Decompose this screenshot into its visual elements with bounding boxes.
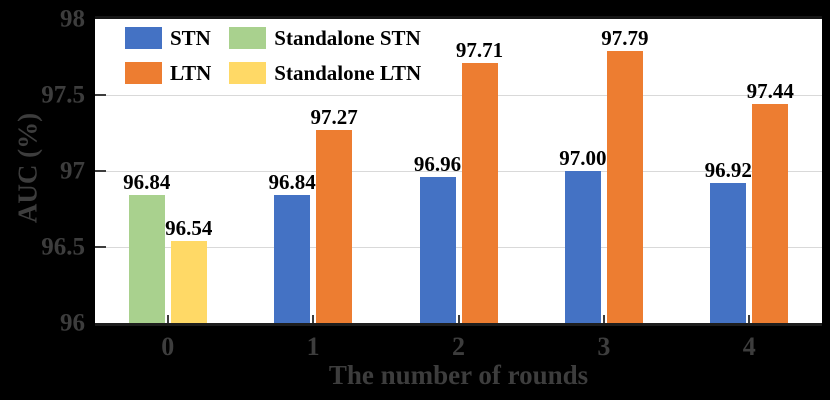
bar-value-label-standalone-ltn-round-0: 96.54 <box>165 215 213 240</box>
x-tick-label-2: 2 <box>452 332 465 361</box>
bar-group-round-0: 96.84 96.54 <box>123 172 212 323</box>
bar-group-round-2: 96.96 97.71 <box>414 40 503 323</box>
x-tick-0 <box>166 315 169 323</box>
y-tick-96.5 <box>95 246 106 248</box>
legend-item-stn: STN <box>125 27 211 49</box>
y-tick-label-97: 97 <box>60 157 85 185</box>
bar-ltn-round-3: 97.79 <box>601 27 649 323</box>
bar-standalone-ltn-round-0: 96.54 <box>165 217 212 323</box>
plot-area: 96.84 96.54 96.84 97.27 96.96 97.71 97.00 97.79… <box>95 16 822 326</box>
legend-swatch-standalone-ltn <box>229 62 267 84</box>
legend-item-standalone-ltn: Standalone LTN <box>229 62 421 84</box>
bar-value-label-ltn-round-4: 97.44 <box>746 79 794 104</box>
x-tick-4 <box>748 315 751 323</box>
y-axis-title: AUC (%) <box>12 112 43 224</box>
legend-item-standalone-stn: Standalone STN <box>229 27 421 49</box>
y-tick-label-96.5: 96.5 <box>41 233 85 261</box>
bar-value-label-stn-round-1: 96.84 <box>268 170 316 195</box>
y-tick-97 <box>95 170 106 172</box>
bar-value-label-standalone-stn-round-0: 96.84 <box>123 170 171 195</box>
gridline-97 <box>95 171 822 172</box>
y-tick-label-98: 98 <box>60 5 85 33</box>
x-tick-2 <box>457 315 460 323</box>
x-tick-label-1: 1 <box>306 332 320 361</box>
bar-value-label-ltn-round-3: 97.79 <box>601 25 649 50</box>
x-tick-label-4: 4 <box>742 332 756 361</box>
bar-stn-round-3: 97.00 <box>559 148 607 323</box>
bar-value-label-ltn-round-2: 97.71 <box>455 38 504 63</box>
x-tick-1 <box>312 315 315 323</box>
bar-ltn-round-4: 97.44 <box>747 81 794 323</box>
bar-value-label-stn-round-3: 97.00 <box>559 146 607 170</box>
bar-value-label-stn-round-2: 96.96 <box>413 152 462 177</box>
legend-item-ltn: LTN <box>125 62 211 84</box>
x-tick-label-0: 0 <box>161 332 175 361</box>
y-tick-label-97.5: 97.5 <box>41 81 85 109</box>
x-tick-label-3: 3 <box>597 332 611 361</box>
legend: STN LTN Standalone STN Standalone LTN <box>125 27 421 84</box>
legend-label-standalone-ltn: Standalone LTN <box>274 60 422 85</box>
legend-label-ltn: LTN <box>170 60 212 85</box>
legend-label-stn: STN <box>170 25 211 50</box>
gridline-96.5 <box>95 247 822 248</box>
bar-stn-round-4: 96.92 <box>705 160 752 323</box>
bar-value-label-stn-round-4: 96.92 <box>704 158 752 183</box>
bar-group-round-3: 97.00 97.79 <box>559 27 649 323</box>
x-tick-3 <box>602 315 605 323</box>
legend-swatch-stn <box>125 27 162 49</box>
bar-ltn-round-1: 97.27 <box>310 107 358 323</box>
legend-label-standalone-stn: Standalone STN <box>274 25 421 50</box>
bar-group-round-1: 96.84 97.27 <box>268 107 358 323</box>
x-axis-title: The number of rounds <box>328 360 589 390</box>
bar-stn-round-1: 96.84 <box>268 172 316 323</box>
y-tick-97.5 <box>95 94 106 96</box>
bar-standalone-stn-round-0: 96.84 <box>123 172 170 323</box>
bar-value-label-ltn-round-1: 97.27 <box>310 105 358 129</box>
y-tick-label-96: 96 <box>60 309 85 337</box>
bar-group-round-4: 96.92 97.44 <box>705 81 794 323</box>
bar-ltn-round-2: 97.71 <box>456 40 503 323</box>
gridline-97.5 <box>95 95 822 96</box>
legend-swatch-ltn <box>125 62 162 84</box>
bar-stn-round-2: 96.96 <box>414 154 461 323</box>
legend-swatch-standalone-stn <box>229 27 267 49</box>
